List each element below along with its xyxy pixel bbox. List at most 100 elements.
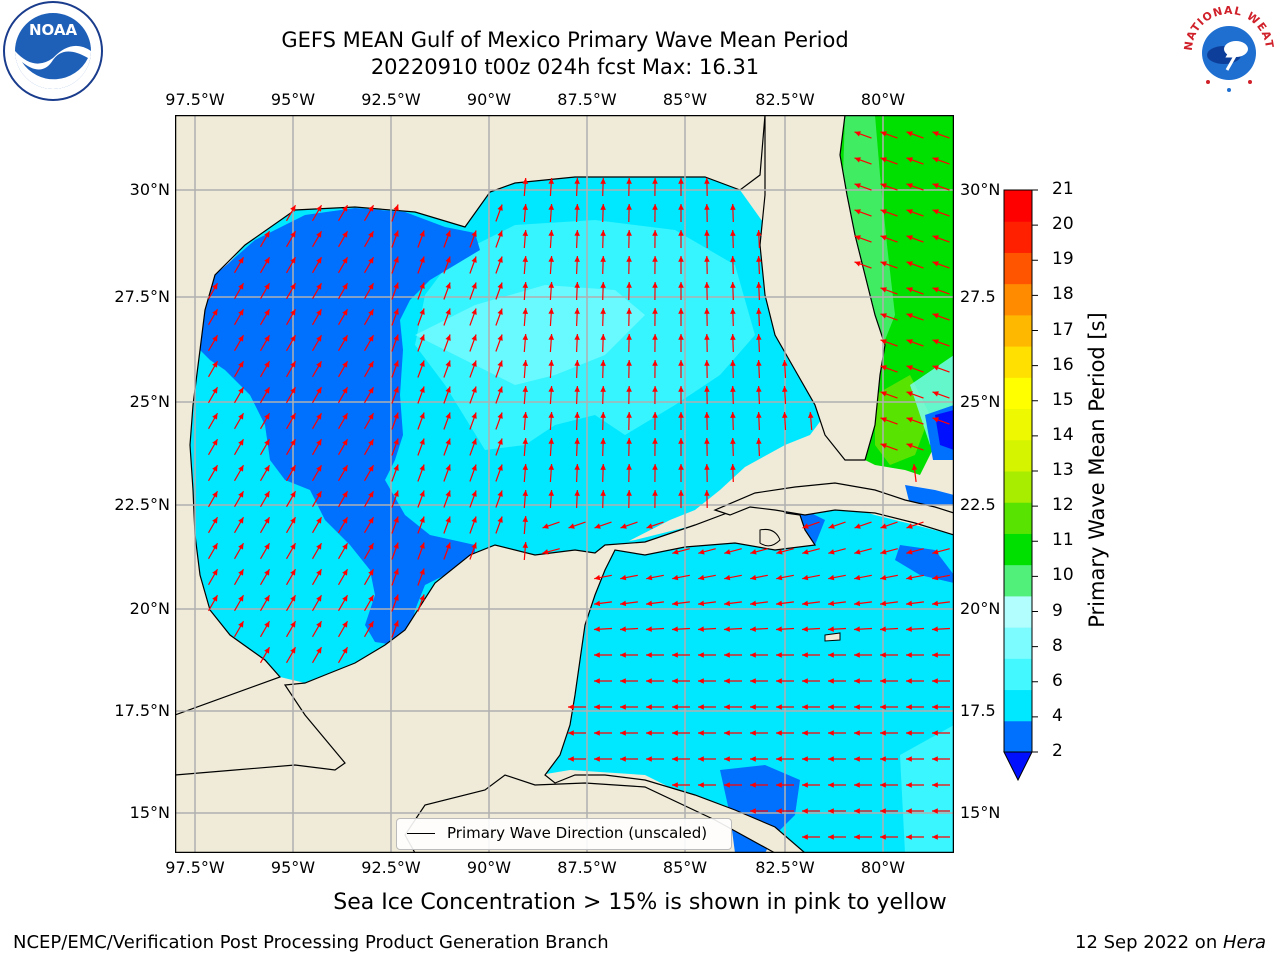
wave-arrow-head [212,413,218,420]
wave-arrow-head [802,808,808,814]
wave-arrow-head [880,834,886,840]
wave-arrow-head [600,230,606,236]
wave-arrow-head [906,808,912,814]
wave-arrow-head [880,417,887,423]
wave-arrow-head [419,568,425,575]
wave-arrow-head [802,756,808,762]
colorbar-band [1004,564,1032,597]
map-subtitle: 20220910 t00z 024h fcst Max: 16.31 [370,55,760,79]
wave-arrow-head [290,465,296,472]
wave-arrow-head [756,334,762,340]
wave-arrow-head [704,282,710,288]
wave-arrow-head [264,257,270,264]
wave-arrow-head [854,209,861,215]
wave-arrow-head [316,595,322,602]
wave-arrow-head [316,387,322,394]
colorbar-band [1004,627,1032,659]
wave-arrow-head [880,808,886,814]
credit-date: 12 Sep 2022 on [1075,932,1223,953]
wave-arrow-head [497,438,503,445]
wave-arrow-head [906,730,912,736]
wave-arrow-head [600,308,606,314]
wave-arrow-head [393,516,399,523]
credit-host: Hera [1222,932,1266,953]
lat-tick-left: 15°N [129,803,170,822]
wave-arrow-head [854,652,860,658]
wave-arrow-head [626,282,632,288]
wave-arrow-head [932,600,939,607]
lat-tick-left: 30°N [129,180,170,199]
wave-arrow-head [522,178,528,184]
wave-arrow-head [880,391,887,397]
lat-tick-left: 17.5°N [114,701,170,720]
wave-arrow-head [828,626,834,632]
wave-arrow-head [393,282,399,289]
wave-arrow-head [932,287,939,293]
wave-arrow-head [497,516,503,523]
wave-arrow-head [594,704,600,710]
wave-arrow-head [600,282,606,288]
wave-arrow-head [828,600,835,607]
lon-tick-top: 95°W [270,90,316,109]
wave-arrow-head [393,620,399,627]
lat-tick-right: 17.5 [960,701,996,720]
wave-arrow-head [522,412,528,418]
wave-arrow-head [574,204,580,210]
wave-arrow-head [419,542,425,549]
wave-arrow-head [238,517,244,524]
wave-arrow-head [522,542,528,548]
wave-arrow-head [932,782,938,788]
wave-arrow-head [776,704,782,710]
wave-arrow-head [880,261,887,267]
wave-arrow-head [906,443,913,449]
wave-arrow-head [497,464,503,471]
wave-arrow-head [471,308,477,315]
wave-arrow-head [264,387,270,394]
wave-arrow-head [672,756,678,762]
lon-tick-bottom: 87.5°W [557,858,617,877]
wave-arrow-head [600,490,606,496]
lat-tick-left: 27.5°N [114,287,170,306]
wave-arrow-head [724,782,730,788]
wave-arrow-head [290,647,296,654]
wave-arrow-head [626,308,632,314]
map-legend: Primary Wave Direction (unscaled) [396,818,732,850]
wave-arrow-head [808,412,814,418]
wave-arrow-head [316,283,322,290]
wave-arrow-head [880,678,886,684]
wave-arrow-head [730,256,736,262]
wave-arrow-head [880,600,887,607]
wave-arrow-head [698,600,705,607]
wave-arrow-head [906,523,913,529]
wave-arrow-head [932,391,939,397]
wave-arrow-head [854,549,861,555]
yucatan-land [175,499,954,853]
wave-arrow-head [594,730,600,736]
wave-arrow-head [393,412,399,419]
wave-arrow-head [419,412,425,419]
wave-arrow-head [497,204,503,211]
wave-arrow-head [574,360,580,366]
wave-arrow-head [932,365,939,371]
wave-arrow-head [698,549,705,555]
wave-arrow-head [471,386,477,393]
wave-arrow-head [652,282,658,288]
wave-arrow-head [212,465,218,472]
wave-arrow-head [646,652,652,658]
wave-arrow-head [522,516,528,522]
map-title: GEFS MEAN Gulf of Mexico Primary Wave Me… [281,28,849,52]
wave-arrow-head [290,569,296,576]
wave-arrow-head [419,230,425,237]
wave-arrow-head [368,257,374,264]
wave-arrow-head [497,308,503,315]
wave-arrow-head [854,235,861,241]
colorbar-tick-label: 9 [1052,600,1063,621]
wave-arrow-head [802,704,808,710]
wave-arrow-head [828,678,834,684]
wave-arrow-head [932,313,939,319]
wave-arrow-head [906,157,913,163]
wave-arrow-head [238,387,244,394]
wave-arrow-head [906,834,912,840]
colorbar-band [1004,221,1032,253]
wave-arrow-head [652,438,658,444]
